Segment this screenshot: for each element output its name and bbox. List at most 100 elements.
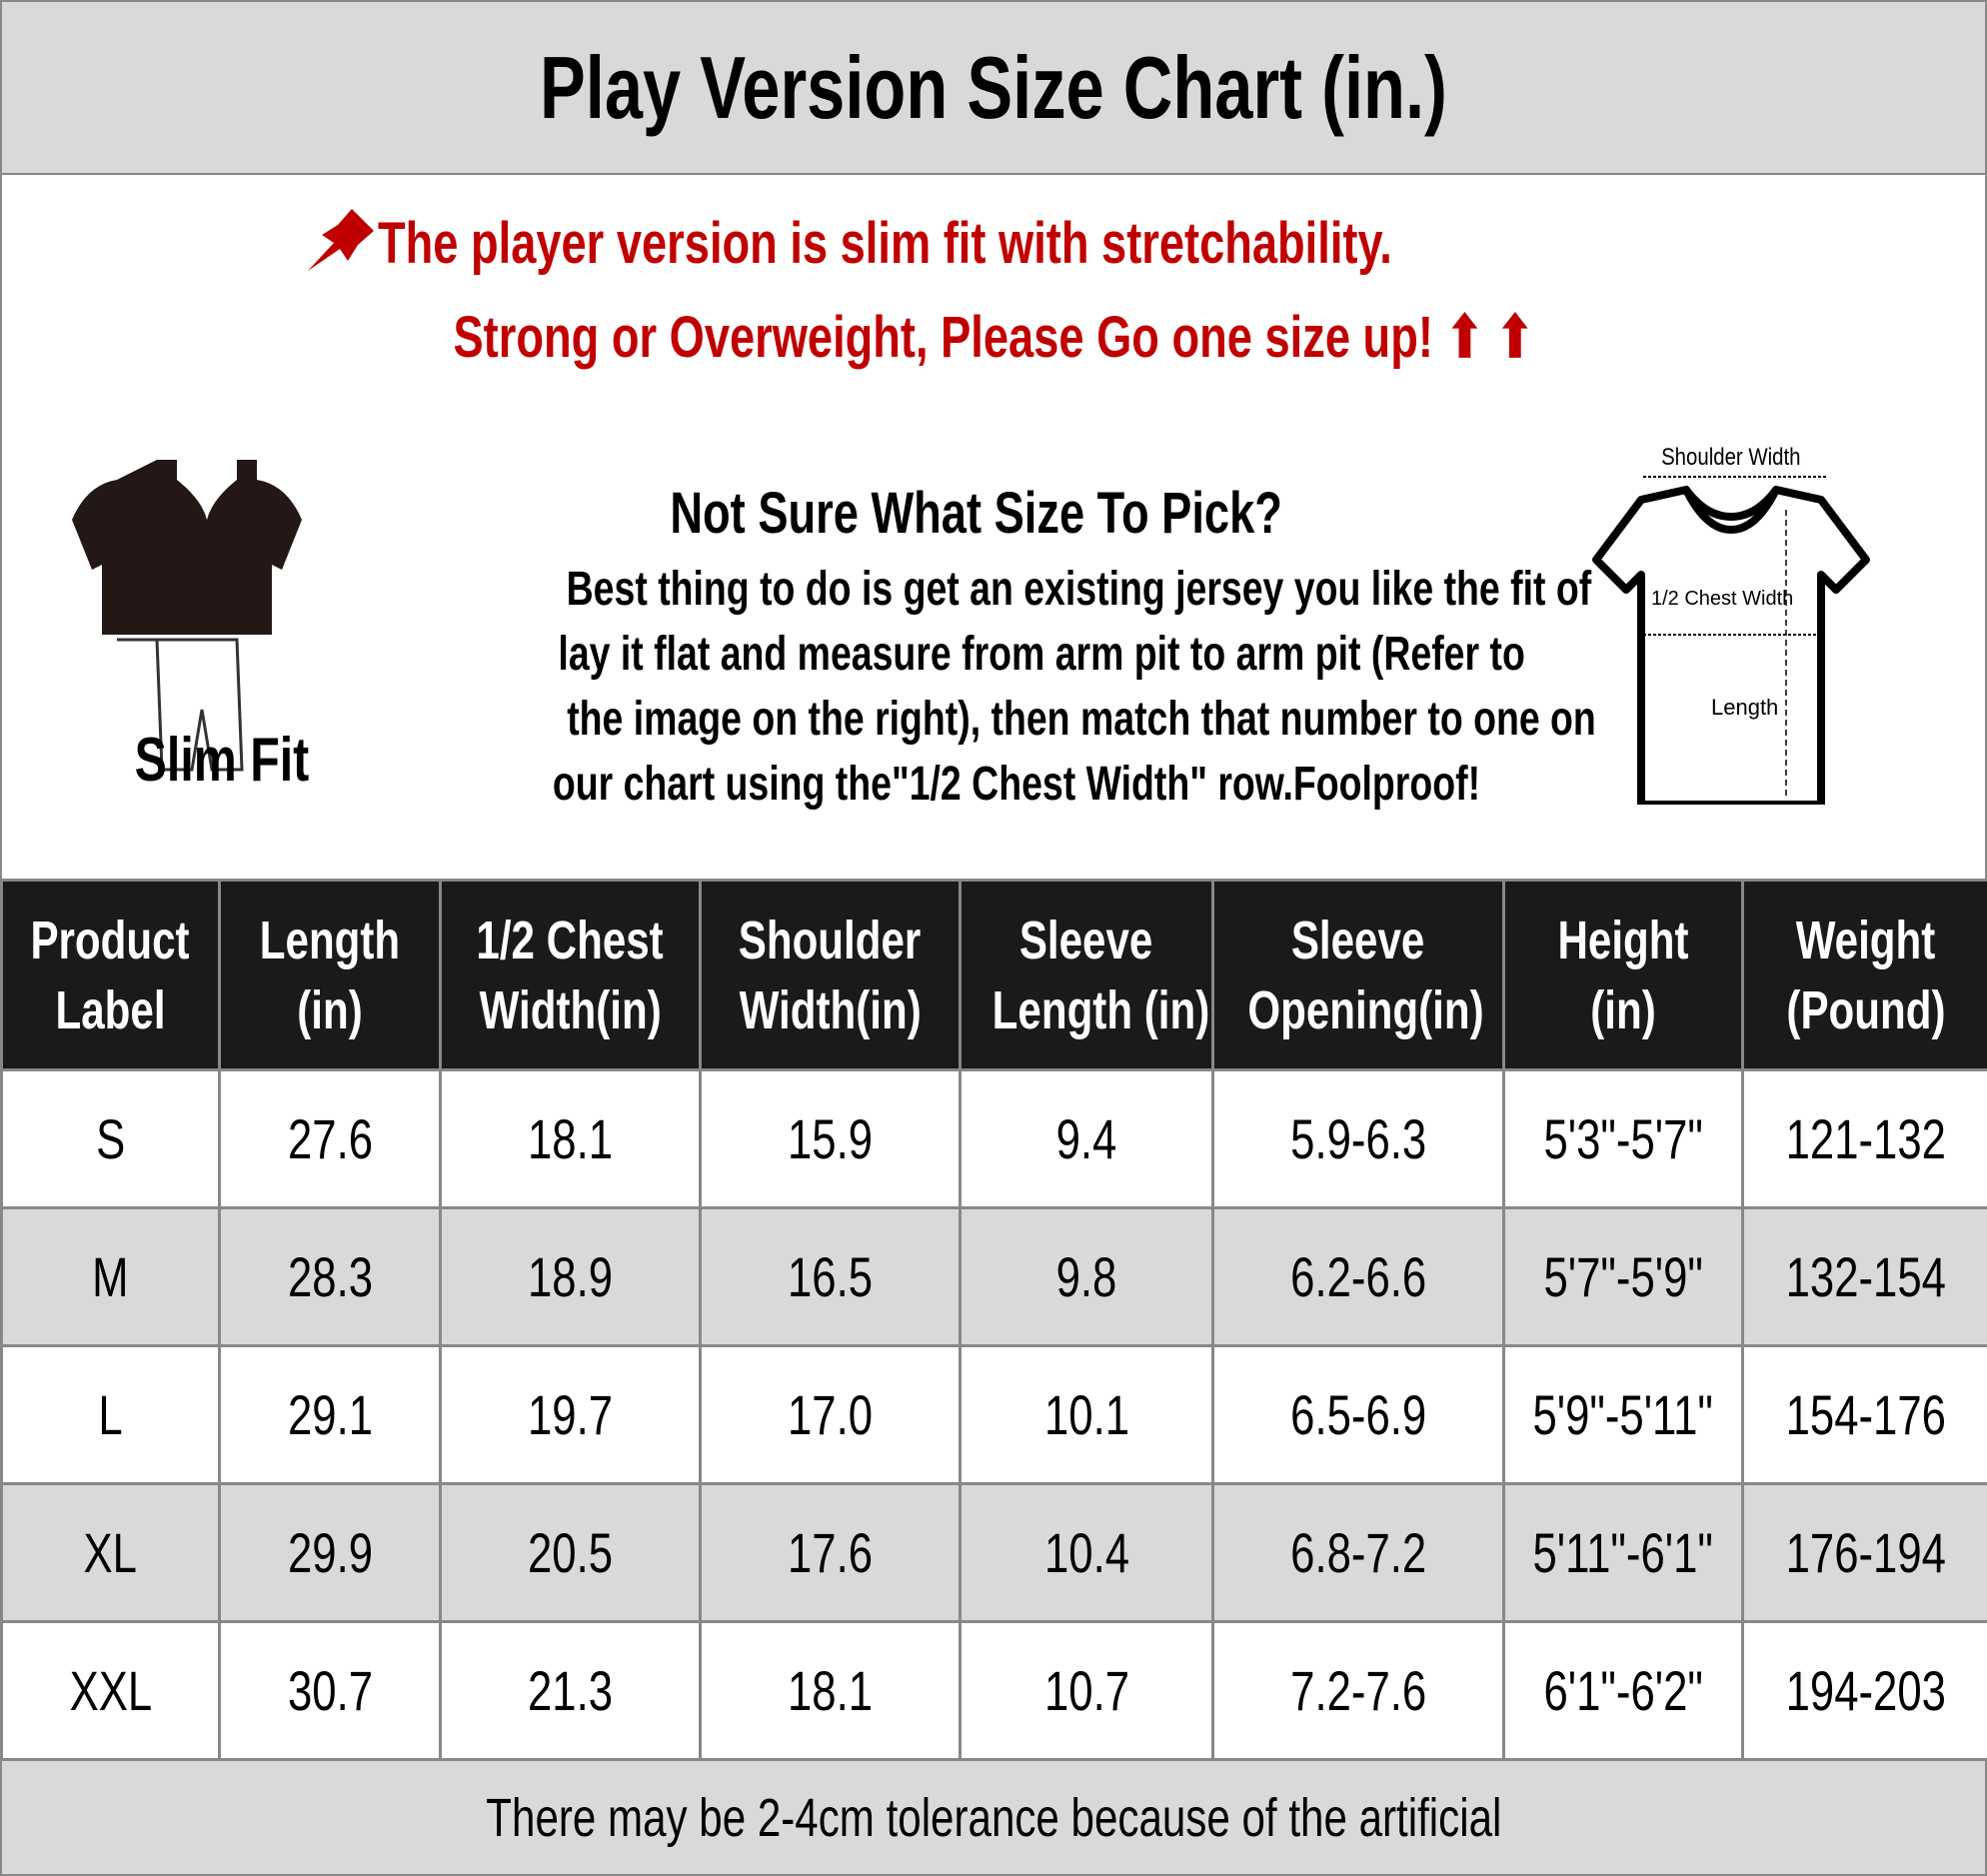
table-cell: 10.7 bbox=[959, 1620, 1214, 1761]
table-row: XXL 30.7 21.3 18.1 10.7 7.2-7.6 6'1"-6'2" 194-2… bbox=[0, 1620, 1987, 1761]
cell-text: 30.7 bbox=[287, 1659, 373, 1722]
slim-fit-label: Slim Fit bbox=[92, 725, 352, 796]
cell-text: 10.4 bbox=[1043, 1521, 1129, 1584]
table-cell: 18.9 bbox=[439, 1206, 702, 1347]
table-cell: 9.8 bbox=[959, 1206, 1214, 1347]
notice-line-2: Strong or Overweight, Please Go one size… bbox=[2, 303, 1985, 371]
table-row: S 27.6 18.1 15.9 9.4 5.9-6.3 5'3"-5'7" 121-132 bbox=[0, 1068, 1987, 1209]
cell-text: 154-176 bbox=[1785, 1383, 1946, 1446]
table-cell: 28.3 bbox=[218, 1206, 442, 1347]
table-cell: 18.1 bbox=[439, 1068, 702, 1209]
table-cell: 6.8-7.2 bbox=[1211, 1482, 1505, 1623]
column-header: Length (in) bbox=[218, 879, 442, 1071]
column-header: Height (in) bbox=[1502, 879, 1744, 1071]
table-cell: 10.4 bbox=[959, 1482, 1214, 1623]
cell-text: 7.2-7.6 bbox=[1290, 1659, 1426, 1722]
cell-text: 10.7 bbox=[1043, 1659, 1129, 1722]
cell-text: 5'9"-5'11" bbox=[1532, 1383, 1714, 1446]
header-text: (in) bbox=[297, 979, 363, 1040]
table-cell: 6.5-6.9 bbox=[1211, 1344, 1505, 1485]
table-cell: 5'11"-6'1" bbox=[1502, 1482, 1744, 1623]
table-cell: 6'1"-6'2" bbox=[1502, 1620, 1744, 1761]
cell-text: 17.0 bbox=[787, 1383, 874, 1446]
cell-text: 194-203 bbox=[1785, 1659, 1946, 1722]
cell-text: XXL bbox=[69, 1659, 152, 1722]
cell-text: 18.9 bbox=[527, 1245, 614, 1308]
chest-width-label: 1/2 Chest Width bbox=[1651, 588, 1793, 610]
column-header: Weight (Pound) bbox=[1741, 879, 1987, 1071]
table-cell: 7.2-7.6 bbox=[1211, 1620, 1505, 1761]
table-cell: 5'3"-5'7" bbox=[1502, 1068, 1744, 1209]
table-cell: 29.9 bbox=[218, 1482, 442, 1623]
header-text: (in) bbox=[1590, 979, 1656, 1040]
footer-text: There may be 2-4cm tolerance because of … bbox=[485, 1787, 1502, 1848]
table-header-row: Product Label Length (in) 1/2 Chest Width(in)… bbox=[0, 879, 1987, 1071]
cell-text: 6.2-6.6 bbox=[1290, 1245, 1426, 1308]
page-title: Play Version Size Chart (in.) bbox=[0, 0, 1987, 175]
cell-text: 28.3 bbox=[287, 1245, 373, 1308]
table-cell: 132-154 bbox=[1741, 1206, 1987, 1347]
column-header: Shoulder Width(in) bbox=[699, 879, 962, 1071]
pushpin-icon bbox=[308, 209, 375, 271]
cell-text: S bbox=[95, 1107, 126, 1170]
shoulder-width-label: Shoulder Width bbox=[1661, 445, 1800, 470]
header-text: Sleeve bbox=[1291, 910, 1425, 970]
guide-line: lay it flat and measure from arm pit to … bbox=[558, 628, 1525, 681]
size-guide: Not Sure What Size To Pick? Best thing t… bbox=[422, 480, 1596, 817]
cell-text: 6'1"-6'2" bbox=[1543, 1659, 1703, 1722]
header-text: Height bbox=[1557, 910, 1689, 970]
table-cell: 17.6 bbox=[699, 1482, 962, 1623]
table-cell: 21.3 bbox=[439, 1620, 702, 1761]
info-section: The player version is slim fit with stre… bbox=[0, 175, 1987, 879]
header-text: 1/2 Chest bbox=[476, 910, 665, 970]
table-cell: 30.7 bbox=[218, 1620, 442, 1761]
cell-text: 121-132 bbox=[1785, 1107, 1946, 1170]
cell-text: 16.5 bbox=[787, 1245, 874, 1308]
cell-text: 176-194 bbox=[1785, 1521, 1946, 1584]
guide-line: Best thing to do is get an existing jers… bbox=[566, 563, 1592, 616]
cell-text: 18.1 bbox=[527, 1107, 614, 1170]
header-text: Product bbox=[30, 910, 191, 970]
cell-text: 18.1 bbox=[787, 1659, 874, 1722]
cell-text: 27.6 bbox=[287, 1107, 373, 1170]
header-text: Weight bbox=[1795, 910, 1936, 970]
header-text: Sleeve bbox=[1019, 910, 1153, 970]
column-header: Sleeve Opening(in) bbox=[1211, 879, 1505, 1071]
cell-text: 10.1 bbox=[1043, 1383, 1129, 1446]
table-cell: 10.1 bbox=[959, 1344, 1214, 1485]
title-text: Play Version Size Chart (in.) bbox=[540, 37, 1447, 137]
cell-text: 6.8-7.2 bbox=[1290, 1521, 1426, 1584]
table-cell: XL bbox=[0, 1482, 221, 1623]
table-cell: 5.9-6.3 bbox=[1211, 1068, 1505, 1209]
length-label: Length bbox=[1711, 695, 1778, 720]
notice-line-1: The player version is slim fit with stre… bbox=[2, 205, 1985, 277]
table-cell: XXL bbox=[0, 1620, 221, 1761]
header-text: (Pound) bbox=[1785, 979, 1946, 1040]
table-cell: M bbox=[0, 1206, 221, 1347]
column-header: Product Label bbox=[0, 879, 221, 1071]
header-text: Label bbox=[55, 979, 166, 1040]
tolerance-note: There may be 2-4cm tolerance because of … bbox=[0, 1759, 1987, 1876]
table-cell: 176-194 bbox=[1741, 1482, 1987, 1623]
notice-text-1: The player version is slim fit with stre… bbox=[378, 211, 1393, 276]
cell-text: 5'7"-5'9" bbox=[1543, 1245, 1703, 1308]
cell-text: XL bbox=[83, 1521, 138, 1584]
table-cell: 154-176 bbox=[1741, 1344, 1987, 1485]
table-cell: 27.6 bbox=[218, 1068, 442, 1209]
notice-text-2: Strong or Overweight, Please Go one size… bbox=[453, 305, 1534, 370]
table-cell: L bbox=[0, 1344, 221, 1485]
cell-text: 20.5 bbox=[527, 1521, 614, 1584]
cell-text: L bbox=[98, 1383, 123, 1446]
cell-text: 5.9-6.3 bbox=[1290, 1107, 1426, 1170]
cell-text: 29.9 bbox=[287, 1521, 373, 1584]
table-cell: 5'7"-5'9" bbox=[1502, 1206, 1744, 1347]
guide-title: Not Sure What Size To Pick? bbox=[670, 481, 1283, 546]
tshirt-measurement-diagram: Shoulder Width 1/2 Chest Width Length bbox=[1592, 445, 1870, 805]
slim-fit-figure-icon bbox=[72, 460, 302, 772]
column-header: 1/2 Chest Width(in) bbox=[439, 879, 702, 1071]
table-cell: 16.5 bbox=[699, 1206, 962, 1347]
table-cell: 17.0 bbox=[699, 1344, 962, 1485]
table-cell: 194-203 bbox=[1741, 1620, 1987, 1761]
cell-text: 6.5-6.9 bbox=[1290, 1383, 1426, 1446]
cell-text: 9.8 bbox=[1055, 1245, 1117, 1308]
